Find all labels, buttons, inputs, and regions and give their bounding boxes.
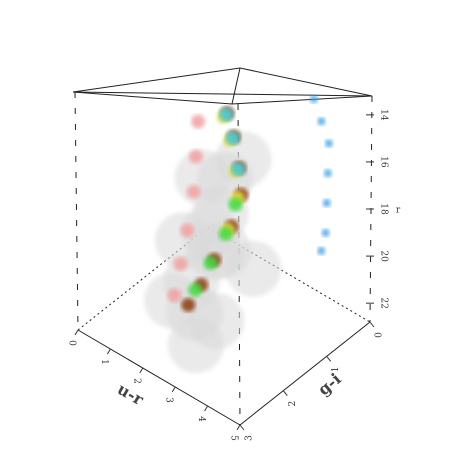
data-point: [218, 226, 233, 241]
box-edge: [239, 321, 371, 426]
box-top: [72, 67, 373, 105]
z-tick-label: 14: [379, 109, 389, 121]
x-tick-label: 0: [67, 340, 77, 346]
y-axis-label: g-i: [314, 369, 345, 399]
x-tick-label: 3: [164, 397, 174, 403]
box-edge: [231, 67, 241, 105]
x-tick-label: 5: [229, 435, 239, 441]
box-edge: [74, 91, 79, 331]
y-tick-label: 0: [375, 332, 385, 338]
x-tick: [204, 405, 209, 412]
y-tick: [239, 424, 245, 431]
z-tick-label: 22: [379, 297, 389, 308]
data-point: [225, 240, 282, 297]
y-tick-label: 3: [245, 435, 255, 441]
box-edge: [77, 329, 241, 426]
data-point: [231, 162, 246, 177]
x-tick: [171, 386, 176, 393]
box-edge: [72, 91, 373, 97]
data-point: [225, 131, 240, 146]
data-point: [167, 288, 182, 303]
data-point: [186, 184, 201, 199]
data-point: [188, 149, 203, 164]
data-point: [228, 197, 243, 212]
z-tick-label: 18: [379, 203, 389, 215]
data-point: [191, 114, 206, 129]
data-point: [173, 257, 188, 272]
data-point: [317, 117, 326, 126]
x-axis-label: u-r: [114, 379, 147, 409]
z-axis-label: r: [396, 206, 401, 216]
data-point: [167, 317, 224, 374]
y-tick: [369, 321, 375, 328]
x-tick: [139, 367, 144, 374]
data-point: [309, 95, 318, 104]
data-point: [317, 246, 326, 255]
data-point: [321, 228, 330, 237]
data-point: [188, 282, 203, 297]
y-tick-label: 1: [331, 366, 341, 372]
z-tick-label: 20: [379, 250, 389, 262]
y-tick-label: 2: [288, 401, 298, 407]
data-point: [181, 297, 196, 312]
data-point: [219, 107, 234, 122]
data-point: [323, 169, 332, 178]
y-tick: [282, 390, 288, 396]
data-point: [324, 139, 333, 148]
data-point: [322, 199, 331, 208]
data-point: [154, 212, 211, 269]
x-tick-label: 4: [196, 416, 206, 422]
z-tick-label: 16: [379, 156, 389, 168]
data-point: [180, 223, 195, 238]
x-tick: [236, 424, 241, 431]
data-point: [203, 256, 218, 271]
x-tick-label: 1: [99, 359, 109, 365]
x-tick: [106, 348, 111, 355]
y-tick: [326, 356, 332, 362]
x-tick: [74, 329, 79, 336]
x-tick-label: 2: [131, 378, 141, 384]
